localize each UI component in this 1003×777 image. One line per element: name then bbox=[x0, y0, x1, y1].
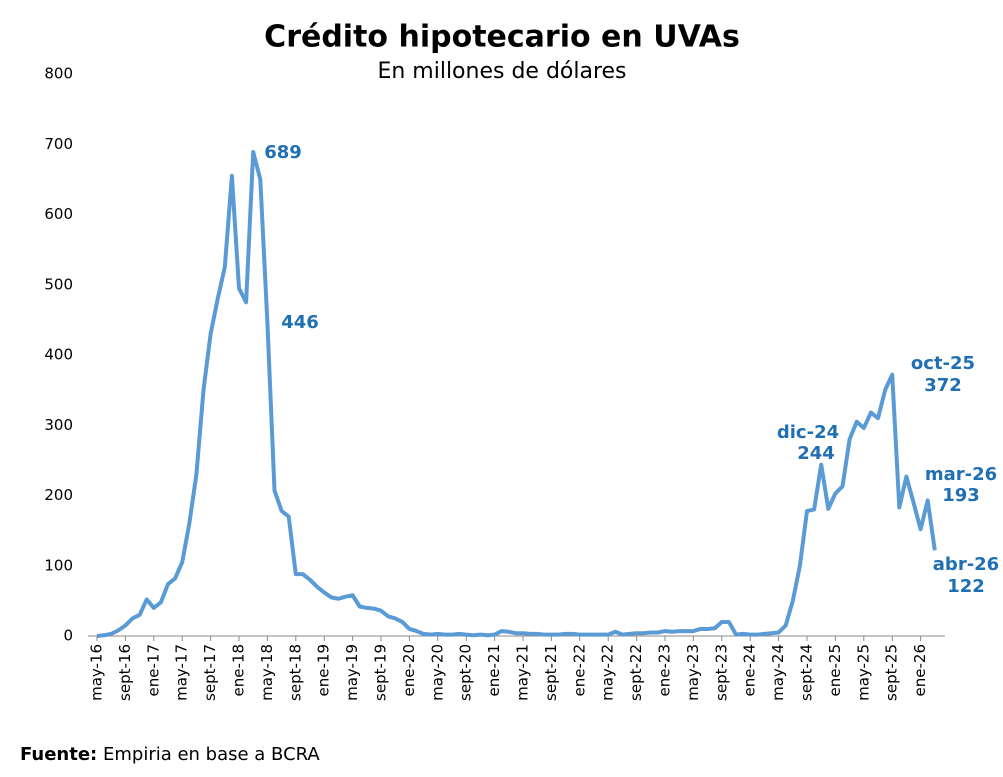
x-tick-label: ene-24 bbox=[741, 644, 759, 696]
x-tick-label: ene-26 bbox=[911, 644, 929, 696]
annotation: abr-26 bbox=[933, 554, 999, 575]
x-tick-label: ene-22 bbox=[570, 644, 588, 696]
x-tick-label: sept-23 bbox=[712, 644, 730, 701]
annotation: 193 bbox=[942, 485, 980, 506]
x-tick-label: sept-25 bbox=[883, 644, 901, 701]
annotation: mar-26 bbox=[925, 464, 997, 485]
x-tick-label: may-23 bbox=[684, 644, 702, 701]
x-tick-label: sept-22 bbox=[627, 644, 645, 701]
line bbox=[96, 149, 937, 638]
x-tick-label: sept-20 bbox=[457, 644, 475, 701]
x-tick-label: may-16 bbox=[88, 644, 106, 701]
x-tick-label: may-25 bbox=[854, 644, 872, 701]
x-tick-label: ene-25 bbox=[826, 644, 844, 696]
x-tick-label: ene-23 bbox=[656, 644, 674, 696]
chart-title: Crédito hipotecario en UVAs bbox=[264, 20, 740, 55]
x-tick-label: sept-21 bbox=[542, 644, 560, 701]
annotation: 372 bbox=[924, 375, 962, 396]
x-tick-label: sept-17 bbox=[201, 644, 219, 701]
x-tick-label: may-21 bbox=[514, 644, 532, 701]
annotation: 446 bbox=[281, 312, 319, 333]
chart-subtitle: En millones de dólares bbox=[377, 59, 626, 84]
x-tick-label: ene-19 bbox=[315, 644, 333, 696]
annotation: dic-24 bbox=[777, 422, 839, 443]
x-tick-label: may-22 bbox=[599, 644, 617, 701]
x-tick-label: may-17 bbox=[173, 644, 191, 701]
annotation: 689 bbox=[264, 142, 302, 163]
x-tick-label: may-18 bbox=[258, 644, 276, 701]
x-tick-label: sept-16 bbox=[116, 644, 134, 701]
y-tick-label: 800 bbox=[44, 65, 73, 83]
x-tick-label: sept-19 bbox=[372, 644, 390, 701]
y-tick-label: 700 bbox=[44, 135, 73, 153]
x-tick-label: ene-18 bbox=[230, 644, 248, 696]
annotation: oct-25 bbox=[911, 353, 975, 374]
source-text: Empiria en base a BCRA bbox=[103, 744, 320, 765]
y-tick-label: 500 bbox=[44, 275, 73, 293]
x-tick-label: may-20 bbox=[428, 644, 446, 701]
y-tick-label: 400 bbox=[44, 346, 73, 364]
source: Fuente: Empiria en base a BCRA bbox=[20, 744, 320, 765]
source-label: Fuente: bbox=[20, 744, 97, 765]
x-tick-label: ene-21 bbox=[485, 644, 503, 696]
x-tick-label: ene-20 bbox=[400, 644, 418, 696]
x-tick-label: ene-17 bbox=[144, 644, 162, 696]
y-tick-label: 600 bbox=[44, 205, 73, 223]
x-tick-label: may-24 bbox=[769, 644, 787, 701]
x-tick-label: sept-24 bbox=[798, 644, 816, 701]
x-tick-label: may-19 bbox=[343, 644, 361, 701]
y-tick-label: 100 bbox=[44, 556, 73, 574]
annotation: 122 bbox=[947, 576, 985, 597]
x-tick-label: sept-18 bbox=[286, 644, 304, 701]
y-tick-label: 0 bbox=[63, 627, 73, 645]
y-tick-label: 300 bbox=[44, 416, 73, 434]
annotation: 244 bbox=[797, 443, 835, 464]
y-tick-label: 200 bbox=[44, 486, 73, 504]
